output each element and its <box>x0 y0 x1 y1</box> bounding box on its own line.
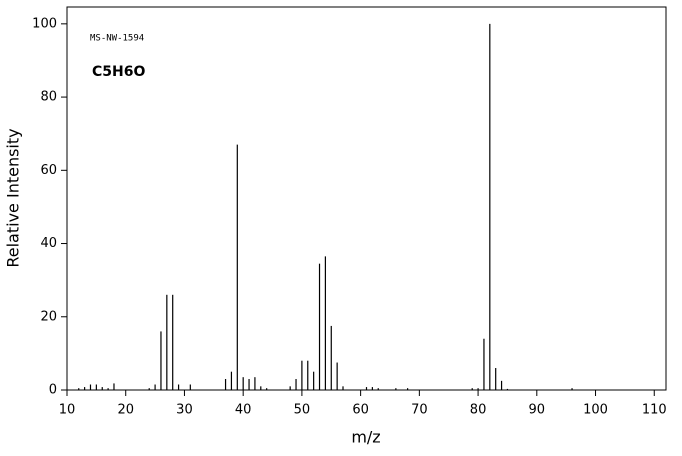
annotation: MS-NW-1594 <box>90 34 144 44</box>
x-tick-label: 60 <box>352 403 369 418</box>
x-tick-label: 20 <box>117 403 134 418</box>
y-tick-label: 100 <box>32 16 57 31</box>
x-tick-label: 70 <box>411 403 428 418</box>
x-tick-label: 40 <box>235 403 252 418</box>
x-tick-label: 80 <box>470 403 487 418</box>
y-tick-label: 60 <box>40 163 57 178</box>
plot-frame <box>66 6 667 391</box>
formula: C5H6O <box>92 64 145 80</box>
x-tick-label: 30 <box>176 403 193 418</box>
x-axis-label: m/z <box>351 428 380 447</box>
y-tick-label: 80 <box>40 90 57 105</box>
y-tick-label: 20 <box>40 309 57 324</box>
x-tick-label: 50 <box>294 403 311 418</box>
x-tick-label: 90 <box>529 403 546 418</box>
y-axis-label: Relative Intensity <box>4 128 23 267</box>
y-tick-label: 40 <box>40 236 57 251</box>
x-tick-label: 10 <box>59 403 76 418</box>
x-tick-label: 110 <box>642 403 667 418</box>
x-tick-label: 100 <box>583 403 608 418</box>
y-tick-label: 0 <box>49 383 57 398</box>
